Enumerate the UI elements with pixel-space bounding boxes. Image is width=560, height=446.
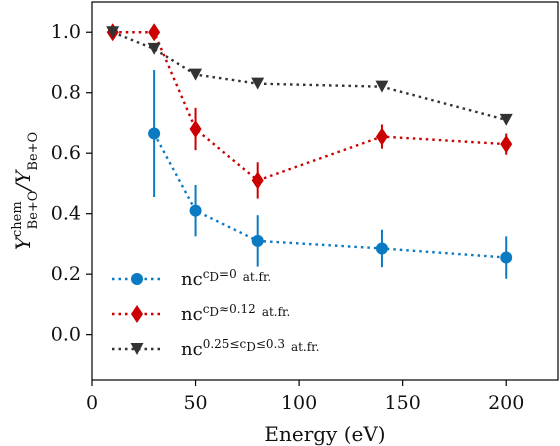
x-tick-label: 200 [488,392,524,414]
x-tick-label: 50 [183,392,207,414]
y-tick-label: 0.0 [51,324,81,346]
y-tick-label: 0.4 [51,203,81,225]
y-tick-label: 1.0 [51,21,81,43]
x-tick-label: 0 [86,392,98,414]
legend-label-2: nccD≈0.12 at.fr. [181,302,290,325]
y-axis-label-y2: Y [11,169,35,184]
y-axis-label-sub2: Be+O [26,132,41,171]
data-point [500,251,513,264]
legend-label-1: nccD=0 at.fr. [181,267,271,290]
legend-marker-2 [131,305,143,323]
legend-marker-3 [130,343,144,355]
data-point [500,135,513,154]
y-axis-label-sup: chem [10,201,25,237]
data-point [251,234,264,247]
legend-entry-3: nc0.25≤cD≤0.3 at.fr. [112,337,319,360]
y-tick-label: 0.2 [51,263,81,285]
y-tick-label: 0.8 [51,82,81,104]
series-2 [106,23,513,199]
x-tick-label: 150 [385,392,421,414]
y-axis-label: YchemBe+O/YBe+O [10,132,41,250]
series-line [112,31,507,182]
data-point [251,77,265,90]
series-layer [106,23,513,279]
data-point [148,23,161,42]
data-point [189,204,202,217]
series-line [112,31,507,122]
data-point [189,68,203,81]
y-axis: 0.0 0.2 0.4 0.6 0.8 1.0 [51,21,92,346]
x-axis: 0 50 100 150 200 [86,380,524,414]
series-3 [106,26,513,126]
y-axis-label-sub1: Be+O [26,191,41,230]
legend-marker-1 [131,273,143,285]
series-line [153,132,507,259]
legend-entry-2: nccD≈0.12 at.fr. [112,302,290,325]
legend: nccD=0 at.fr. nccD≈0.12 at.fr. nc0.25≤cD≤0… [112,267,319,360]
y-tick-label: 0.6 [51,142,81,164]
data-point [375,242,388,255]
x-tick-label: 100 [281,392,317,414]
data-point [499,113,513,126]
series-1 [148,70,513,279]
data-point [148,127,161,140]
y-axis-label-slash: / [11,182,35,193]
legend-entry-1: nccD=0 at.fr. [112,267,271,290]
data-point [375,127,388,146]
x-axis-label: Energy (eV) [264,422,385,446]
data-point [147,42,161,55]
data-point [251,171,264,190]
data-point [375,80,389,93]
data-point [189,120,202,139]
plot-frame [91,1,559,381]
y-axis-label-y1: Y [11,235,35,250]
legend-label-3: nc0.25≤cD≤0.3 at.fr. [181,337,319,360]
data-point [106,26,120,39]
